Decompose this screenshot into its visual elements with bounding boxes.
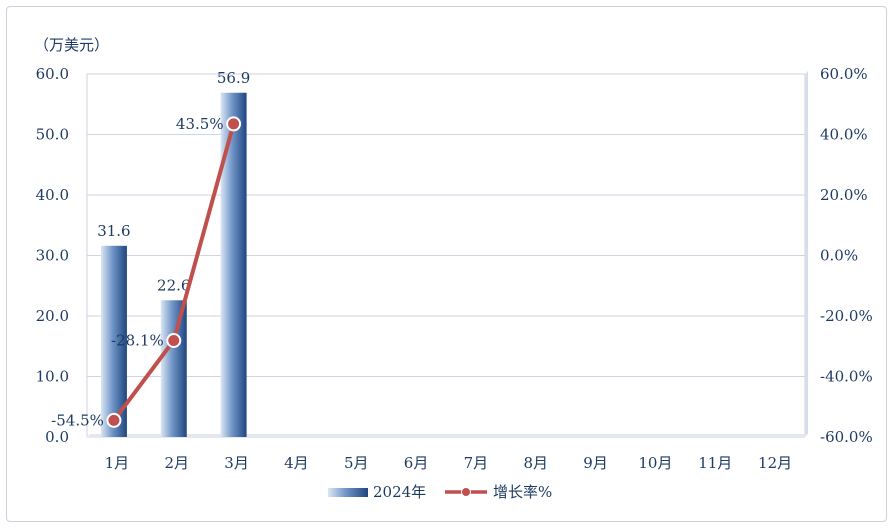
right-tick-label: -40.0% (820, 368, 873, 386)
left-tick-label: 40.0 (36, 186, 69, 204)
bar-value-label: 22.6 (157, 276, 190, 294)
right-tick-label: 60.0% (820, 65, 868, 83)
left-tick-label: 50.0 (36, 126, 69, 144)
right-axis-ticks: -60.0% -40.0% -20.0% 0.0% 20.0% 40.0% 60.0% (820, 65, 873, 446)
growth-line (106, 116, 242, 428)
bar-value-label: 56.9 (217, 69, 250, 87)
x-tick-label: 1月 (105, 454, 130, 472)
left-tick-label: 10.0 (36, 368, 69, 386)
bars (100, 92, 247, 437)
legend-label-line: 增长率% (493, 483, 552, 501)
right-tick-label: -60.0% (820, 428, 873, 446)
bar (160, 300, 187, 437)
right-tick-label: -20.0% (820, 307, 873, 325)
growth-value-label: -28.1% (111, 332, 164, 350)
plot-floor (87, 434, 808, 437)
x-tick-label: 7月 (464, 454, 489, 472)
growth-point (226, 116, 242, 132)
growth-value-label: -54.5% (51, 411, 104, 429)
left-tick-label: 20.0 (36, 307, 69, 325)
right-tick-label: 20.0% (820, 186, 868, 204)
x-tick-label: 6月 (404, 454, 429, 472)
left-tick-label: 30.0 (36, 247, 69, 265)
line-data-labels: -54.5% -28.1% 43.5% (51, 115, 223, 429)
bar (100, 245, 127, 437)
growth-point (106, 412, 122, 428)
legend: 2024年 增长率% (328, 483, 552, 501)
x-tick-label: 2月 (164, 454, 189, 472)
plot-back-wall (87, 71, 808, 437)
legend-swatch-marker (461, 487, 471, 497)
bar-value-label: 31.6 (97, 222, 130, 240)
x-tick-label: 4月 (284, 454, 309, 472)
growth-value-label: 43.5% (176, 115, 224, 133)
x-tick-label: 10月 (638, 454, 672, 472)
x-tick-label: 12月 (758, 454, 792, 472)
bar (220, 92, 247, 437)
x-axis-labels: 1月 2月 3月 4月 5月 6月 7月 8月 9月 10月 11月 12月 (105, 454, 792, 472)
x-tick-label: 8月 (523, 454, 548, 472)
growth-point (166, 333, 182, 349)
bar-data-labels: 31.6 22.6 56.9 (97, 69, 250, 295)
legend-swatch-bar (328, 488, 368, 497)
left-tick-label: 0.0 (45, 428, 69, 446)
x-tick-label: 9月 (583, 454, 608, 472)
left-tick-label: 60.0 (36, 65, 69, 83)
x-tick-label: 5月 (344, 454, 369, 472)
legend-label-bar: 2024年 (373, 483, 426, 501)
unit-label: （万美元） (34, 36, 109, 54)
x-tick-label: 3月 (224, 454, 249, 472)
plot-side-wall (805, 71, 808, 437)
left-axis-ticks: 0.0 10.0 20.0 30.0 40.0 50.0 60.0 (36, 65, 69, 446)
x-tick-label: 11月 (698, 454, 732, 472)
right-tick-label: 40.0% (820, 126, 868, 144)
right-tick-label: 0.0% (820, 247, 858, 265)
